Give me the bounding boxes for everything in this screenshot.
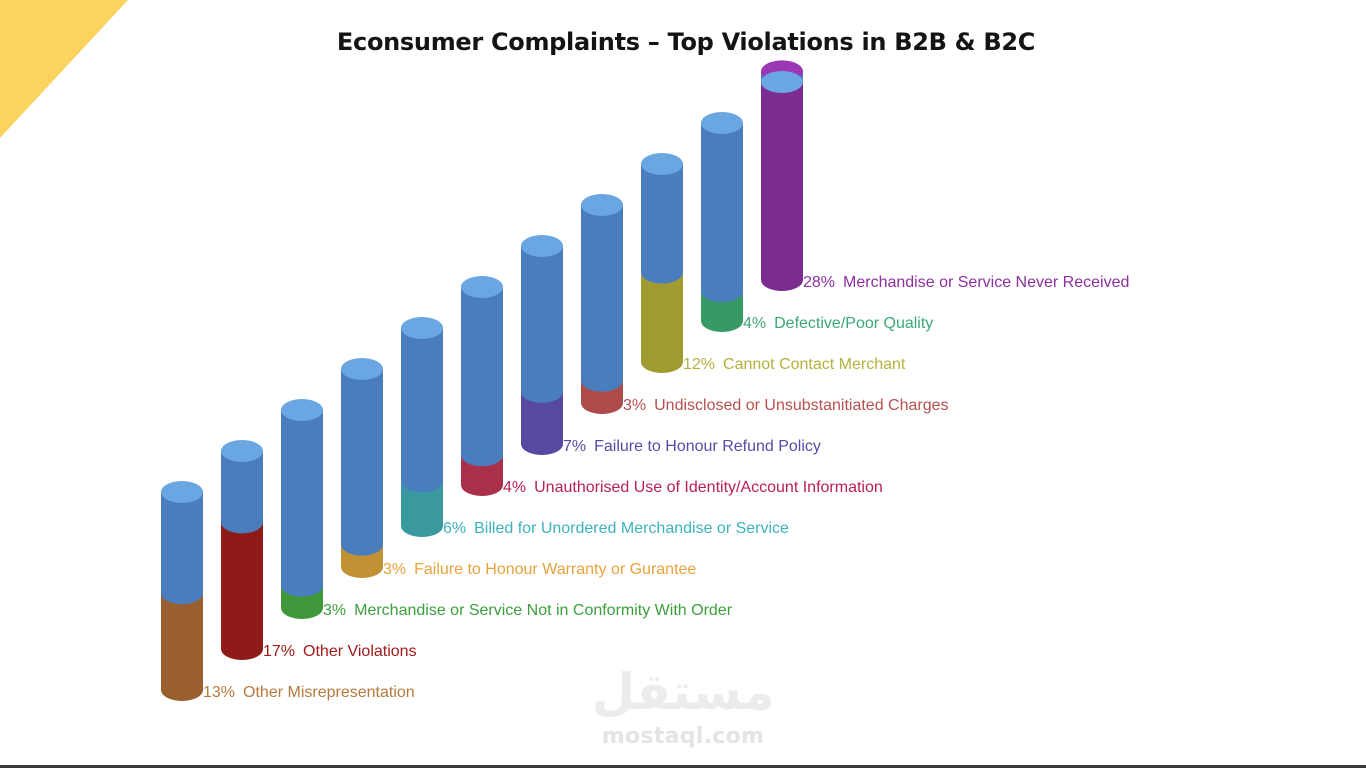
data-label: 7% Failure to Honour Refund Policy: [563, 438, 821, 455]
value-segment: [761, 71, 803, 292]
column-body: [521, 246, 563, 403]
value-segment: [641, 272, 683, 373]
column-top-cap: [761, 71, 803, 93]
value-label: 12%: [683, 356, 715, 373]
value-segment: [401, 481, 443, 537]
bottom-divider: [0, 765, 1366, 768]
column-10: 4% Defective/Poor Quality: [701, 112, 933, 332]
column-11: 28% Merchandise or Service Never Received: [761, 60, 1129, 292]
column-top-cap: [521, 235, 563, 257]
category-label: Billed for Unordered Merchandise or Serv…: [474, 520, 789, 537]
value-label: 7%: [563, 438, 586, 455]
data-label: 3% Undisclosed or Unsubstanitiated Charge…: [623, 397, 949, 414]
chart-title: Econsumer Complaints – Top Violations in…: [336, 28, 1036, 56]
watermark: مستقل mostaql.com: [590, 663, 776, 754]
category-label: Failure to Honour Warranty or Gurantee: [414, 561, 696, 578]
value-label: 13%: [203, 684, 235, 701]
column-7: 7% Failure to Honour Refund Policy: [521, 235, 821, 455]
corner-accent-triangle: [0, 0, 128, 138]
category-label: Other Violations: [303, 643, 417, 660]
value-label: 3%: [323, 602, 346, 619]
column-5: 6% Billed for Unordered Merchandise or Se…: [401, 317, 789, 537]
value-segment: [221, 522, 263, 660]
category-label: Merchandise or Service Not in Conformity…: [354, 602, 733, 619]
column-top-cap: [221, 440, 263, 462]
column-top-cap: [161, 481, 203, 503]
data-label: 6% Billed for Unordered Merchandise or Se…: [443, 520, 789, 537]
column-body: [401, 328, 443, 493]
column-3: 3% Merchandise or Service Not in Conformi…: [281, 399, 733, 619]
category-label: Other Misrepresentation: [243, 684, 415, 701]
column-9: 12% Cannot Contact Merchant: [641, 153, 906, 373]
column-body: [221, 451, 263, 534]
column-8: 3% Undisclosed or Unsubstanitiated Charge…: [581, 194, 949, 414]
column-6: 4% Unauthorised Use of Identity/Account I…: [461, 276, 883, 496]
column-body: [341, 369, 383, 556]
value-segment: [161, 593, 203, 701]
category-label: Defective/Poor Quality: [774, 315, 933, 332]
column-body: [701, 123, 743, 303]
column-body: [641, 164, 683, 284]
column-body: [161, 492, 203, 605]
value-segment: [461, 455, 503, 496]
column-top-cap: [341, 358, 383, 380]
column-body: [581, 205, 623, 392]
value-segment: [701, 291, 743, 332]
column-top-cap: [701, 112, 743, 134]
watermark-url: mostaql.com: [601, 724, 765, 749]
value-label: 3%: [383, 561, 406, 578]
column-body: [461, 287, 503, 467]
data-label: 4% Defective/Poor Quality: [743, 315, 933, 332]
column-1: 13% Other Misrepresentation: [161, 481, 415, 701]
column-4: 3% Failure to Honour Warranty or Gurantee: [341, 358, 696, 578]
category-label: Undisclosed or Unsubstanitiated Charges: [654, 397, 948, 414]
value-label: 4%: [503, 479, 526, 496]
value-label: 4%: [743, 315, 766, 332]
value-segment: [521, 391, 563, 455]
value-label: 3%: [623, 397, 646, 414]
column-top-cap: [461, 276, 503, 298]
column-top-cap: [641, 153, 683, 175]
category-label: Failure to Honour Refund Policy: [594, 438, 821, 455]
value-label: 6%: [443, 520, 466, 537]
category-label: Unauthorised Use of Identity/Account Inf…: [534, 479, 883, 496]
column-top-cap: [581, 194, 623, 216]
data-label: 12% Cannot Contact Merchant: [683, 356, 906, 373]
data-label: 4% Unauthorised Use of Identity/Account I…: [503, 479, 883, 496]
data-label: 13% Other Misrepresentation: [203, 684, 415, 701]
category-label: Cannot Contact Merchant: [723, 356, 906, 373]
data-label: 3% Merchandise or Service Not in Conformi…: [323, 602, 733, 619]
category-label: Merchandise or Service Never Received: [843, 274, 1129, 291]
value-label: 17%: [263, 643, 295, 660]
data-label: 3% Failure to Honour Warranty or Gurantee: [383, 561, 696, 578]
column-2: 17% Other Violations: [221, 440, 417, 660]
value-label: 28%: [803, 274, 835, 291]
data-label: 17% Other Violations: [263, 643, 417, 660]
column-top-cap: [281, 399, 323, 421]
column-top-cap: [401, 317, 443, 339]
watermark-arabic-text: مستقل: [591, 663, 775, 721]
data-label: 28% Merchandise or Service Never Received: [803, 274, 1129, 291]
column-body: [281, 410, 323, 597]
